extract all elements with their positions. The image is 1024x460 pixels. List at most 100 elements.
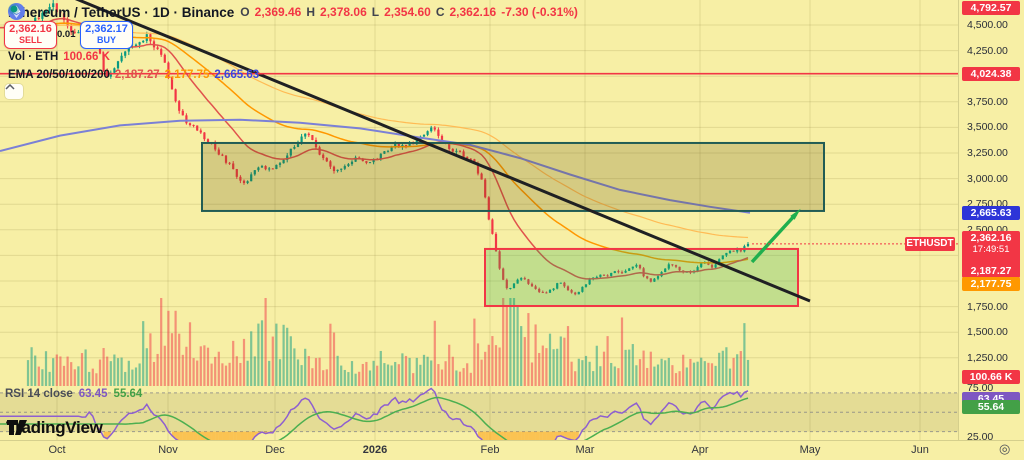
volume-bar (674, 373, 678, 386)
buy-button[interactable]: 2,362.17 BUY (80, 21, 133, 49)
candle (631, 266, 634, 269)
volume-series (26, 298, 750, 386)
volume-bar (170, 333, 174, 386)
candle (124, 51, 127, 56)
candle (498, 251, 501, 269)
volume-bar (307, 356, 310, 386)
volume-bar (178, 333, 181, 386)
candle (433, 127, 436, 130)
volume-bar (527, 313, 530, 386)
volume-bar (473, 318, 476, 386)
volume-bar (556, 348, 559, 386)
candle (696, 267, 699, 272)
ema20-value-label: 2,187.27 (962, 263, 1020, 278)
volume-bar (311, 368, 314, 386)
volume-bar (181, 354, 184, 386)
volume-bar (44, 351, 48, 386)
candle (134, 44, 138, 47)
volume-bar (440, 369, 444, 386)
volume-bar (682, 354, 685, 386)
candle (725, 252, 728, 256)
candle (599, 274, 602, 277)
volume-bar (131, 369, 134, 386)
volume-bar (620, 317, 624, 386)
volume-bar (710, 363, 714, 386)
candle (383, 151, 386, 154)
volume-bar (278, 359, 282, 386)
price-tick: 1,250.00 (967, 351, 1008, 364)
volume-bar (210, 363, 213, 386)
candle (120, 55, 123, 62)
candle (340, 168, 343, 170)
candle (318, 147, 321, 155)
resistance-price-label: 4,024.38 (962, 66, 1020, 81)
candle (595, 276, 598, 278)
candle (700, 263, 703, 268)
candle (304, 133, 307, 137)
volume-bar (37, 366, 40, 386)
candle (286, 155, 289, 160)
symbol-title[interactable]: Ethereum / TetherUS · 1D · Binance (8, 4, 235, 20)
breakout-arrow[interactable] (750, 212, 798, 264)
candle (138, 42, 141, 45)
volume-bar (127, 360, 130, 386)
volume-bar (332, 332, 336, 386)
legend-collapse-button[interactable] (5, 84, 23, 99)
candle (516, 279, 519, 284)
volume-bar (185, 346, 188, 386)
price-scale[interactable]: 4,792.57 4,500.00 4,250.00 3,750.00 3,500.00… (905, 0, 1024, 456)
candle (167, 62, 170, 78)
volume-bar (397, 364, 400, 386)
candle (311, 135, 314, 141)
candle (440, 135, 444, 143)
candle (710, 264, 714, 268)
rsi-line (0, 387, 749, 440)
price-tick: 3,750.00 (967, 95, 1008, 108)
market-status-dot-icon (8, 3, 20, 15)
sell-button[interactable]: 2,362.16 SELL (4, 21, 57, 49)
candle (505, 279, 508, 289)
volume-bar (98, 359, 102, 386)
volume-bar (743, 323, 746, 386)
volume-bar (563, 337, 566, 386)
volume-bar (80, 353, 84, 386)
candle (581, 286, 584, 292)
volume-bar (286, 327, 289, 386)
candle (127, 46, 130, 52)
volume-bar (325, 369, 328, 386)
candle (494, 233, 498, 252)
volume-bar (448, 344, 451, 386)
rsi-oversold-fill (222, 431, 226, 440)
volume-bar (134, 367, 138, 386)
volume-bar (653, 366, 656, 386)
candle (62, 13, 66, 21)
time-axis-label: Apr (691, 444, 709, 456)
volume-bar (48, 371, 51, 386)
tradingview-logo[interactable]: TradingView (6, 418, 103, 438)
volume-bar (235, 356, 238, 386)
volume-bar (102, 348, 105, 386)
volume-bar (491, 336, 494, 386)
candle (667, 264, 670, 269)
lower-consolidation-box[interactable] (484, 247, 799, 307)
scale-reset-icon[interactable]: ◎ (999, 441, 1011, 456)
candle (242, 180, 246, 184)
volume-bar (466, 363, 469, 386)
volume-bar (142, 321, 145, 386)
rsi-oversold-fill (528, 431, 532, 440)
descending-trendline[interactable] (74, 0, 811, 303)
candle (491, 219, 494, 234)
rsi-oversold-fill (211, 431, 216, 440)
volume-bar (386, 364, 390, 386)
candle (347, 164, 350, 167)
time-axis[interactable]: Oct Nov Dec 2026 Feb Mar Apr May Jun (0, 440, 1024, 460)
volume-bar (84, 349, 87, 386)
volume-bar (390, 365, 393, 386)
volume-bar (671, 365, 674, 386)
volume-bar (541, 345, 544, 386)
upper-consolidation-box[interactable] (201, 141, 825, 212)
rsi-oversold-fill (535, 431, 540, 440)
candle (271, 168, 274, 170)
candle (365, 161, 368, 163)
